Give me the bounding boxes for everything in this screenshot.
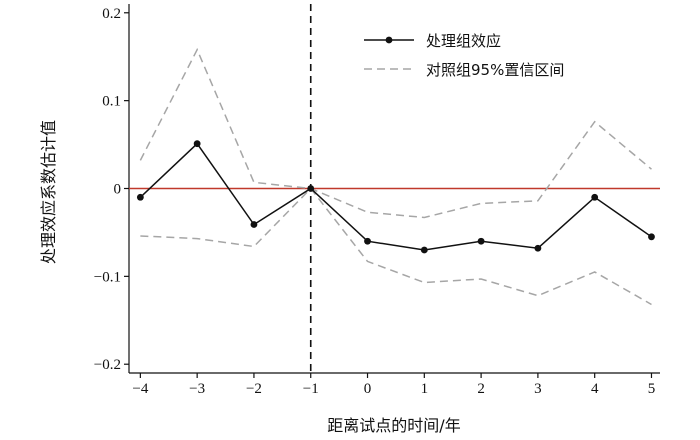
y-tick-label: −0.2 [94, 357, 121, 373]
treatment-point [307, 185, 315, 192]
x-tick-label: 1 [421, 381, 429, 397]
x-tick-label: −1 [303, 381, 319, 397]
treatment-point [193, 140, 201, 148]
ci-upper-line [139, 47, 652, 219]
legend-label-ci: 对照组95%置信区间 [426, 61, 564, 79]
x-tick-label: 0 [364, 381, 372, 397]
axes: −4 −3 −2 −1 0 1 2 3 4 5 0.2 0.1 0 −0.1 −0.2 [94, 4, 660, 397]
x-tick-label: 4 [591, 381, 599, 397]
y-tick-label: −0.1 [94, 269, 121, 285]
y-tick-label: 0.2 [102, 6, 121, 22]
x-tick-label: 2 [477, 381, 485, 397]
treatment-line [139, 142, 652, 251]
legend-marker-treatment [385, 36, 393, 44]
x-tick-label: 3 [534, 381, 542, 397]
treatment-point [136, 193, 144, 201]
reference-lines [129, 4, 660, 373]
y-tick-label: 0 [114, 182, 122, 198]
x-tick-label: −2 [246, 381, 262, 397]
treatment-point [250, 221, 258, 228]
treatment-point [477, 237, 485, 245]
x-tick-label: 5 [648, 381, 656, 397]
treatment-point [534, 244, 542, 252]
legend-label-treatment: 处理组效应 [426, 32, 501, 50]
y-axis-label: 处理效应系数估计值 [39, 120, 58, 264]
treatment-series [136, 140, 655, 254]
x-tick-label: −3 [189, 381, 205, 397]
confidence-band [139, 47, 652, 306]
treatment-point [420, 246, 428, 254]
x-axis-label: 距离试点的时间/年 [327, 416, 460, 435]
x-tick-label: −4 [132, 381, 148, 397]
ci-lower-line [140, 187, 652, 306]
treatment-point [648, 233, 655, 241]
treatment-point [591, 193, 599, 201]
treatment-point [364, 237, 371, 245]
y-tick-label: 0.1 [102, 94, 121, 110]
